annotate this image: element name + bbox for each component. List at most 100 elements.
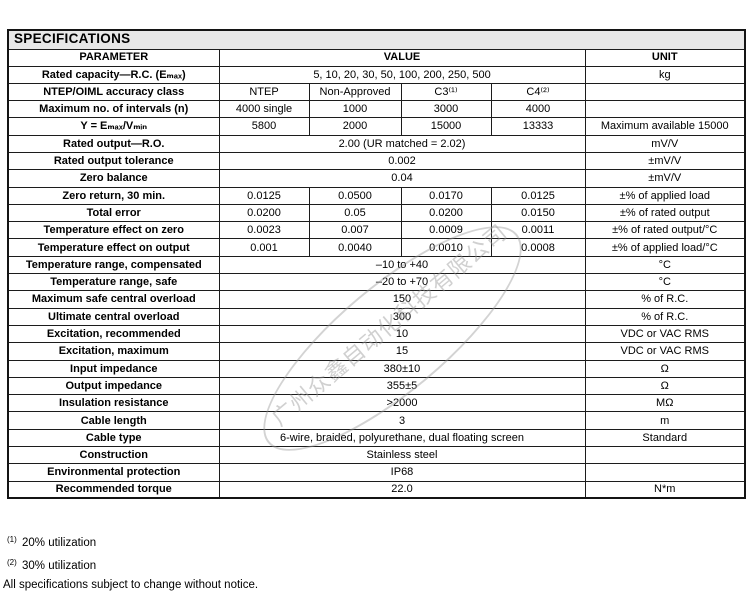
parameter-cell: Environmental protection [7,463,220,482]
unit-cell: ±% of applied load/°C [584,238,746,257]
table-row-input-impedance: Input impedance 380±10 Ω [7,359,746,378]
value-cell: 15000 [400,117,492,136]
footnote-2-text: 30% utilization [22,560,97,572]
unit-cell: VDC or VAC RMS [584,324,746,344]
value-cell: 380±10 [218,359,586,378]
unit-cell [584,446,746,465]
footnote-1: (1) 20% utilization [3,530,258,553]
parameter-cell: Y = Eₘₐₓ/Vₘᵢₙ [7,117,220,136]
value-cell: 0.0200 [400,203,492,223]
parameter-cell: Cable length [7,411,220,430]
value-cell: 15 [218,342,586,361]
parameter-cell: Rated capacity—R.C. (Eₘₐₓ) [7,65,220,84]
unit-cell: Ω [584,359,746,378]
parameter-cell: Zero balance [7,169,220,188]
value-cell: Stainless steel [218,446,586,465]
value-cell: 2000 [308,117,402,136]
column-header-parameter: PARAMETER [7,48,220,67]
unit-cell [584,463,746,482]
footnote-2-marker: (2) [7,558,17,567]
unit-cell: N*m [584,480,746,499]
table-row-temp-effect-output: Temperature effect on output 0.001 0.004… [7,238,746,257]
value-cell: 0.0150 [490,203,586,223]
table-row-output-impedance: Output impedance 355±5 Ω [7,376,746,396]
parameter-cell: Maximum no. of intervals (n) [7,100,220,119]
value-cell: 0.0023 [218,221,310,240]
table-row-output-tolerance: Rated output tolerance 0.002 ±mV/V [7,151,746,171]
parameter-cell: Insulation resistance [7,394,220,413]
footnote-2: (2) 30% utilization [3,553,258,576]
table-row-recommended-torque: Recommended torque 22.0 N*m [7,480,746,499]
table-row-accuracy-class: NTEP/OIML accuracy class NTEP Non-Approv… [7,82,746,102]
table-row-total-error: Total error 0.0200 0.05 0.0200 0.0150 ±%… [7,203,746,223]
value-cell: –20 to +70 [218,273,586,292]
table-header-row: PARAMETER VALUE UNIT [7,48,746,67]
table-row-rated-capacity: Rated capacity—R.C. (Eₘₐₓ) 5, 10, 20, 30… [7,65,746,84]
parameter-cell: Excitation, recommended [7,324,220,344]
value-cell: 150 [218,290,586,309]
unit-cell: ±mV/V [584,151,746,171]
value-cell: Non-Approved [308,82,402,102]
value-cell: 3000 [400,100,492,119]
table-row-construction: Construction Stainless steel [7,446,746,465]
unit-cell: % of R.C. [584,290,746,309]
unit-cell: ±mV/V [584,169,746,188]
value-cell: 0.0040 [308,238,402,257]
value-cell: 0.0125 [218,186,310,205]
unit-cell: °C [584,255,746,275]
parameter-cell: Zero return, 30 min. [7,186,220,205]
value-cell: C4⁽²⁾ [490,82,586,102]
parameter-cell: Temperature effect on zero [7,221,220,240]
parameter-cell: Construction [7,446,220,465]
table-row-cable-length: Cable length 3 m [7,411,746,430]
unit-cell: °C [584,273,746,292]
table-row-temp-range-compensated: Temperature range, compensated –10 to +4… [7,255,746,275]
table-title: SPECIFICATIONS [7,29,746,50]
table-row-max-intervals: Maximum no. of intervals (n) 4000 single… [7,100,746,119]
footnote-1-text: 20% utilization [22,537,97,549]
value-cell: 0.002 [218,151,586,171]
unit-cell: Maximum available 15000 [584,117,746,136]
value-cell: NTEP [218,82,310,102]
table-row-ultimate-overload: Ultimate central overload 300 % of R.C. [7,307,746,326]
value-cell: 2.00 (UR matched = 2.02) [218,134,586,153]
value-cell: >2000 [218,394,586,413]
value-cell: 355±5 [218,376,586,396]
value-cell: 22.0 [218,480,586,499]
value-cell: 6-wire, braided, polyurethane, dual floa… [218,428,586,448]
table-row-temp-effect-zero: Temperature effect on zero 0.0023 0.007 … [7,221,746,240]
value-cell: 0.0009 [400,221,492,240]
unit-cell: Standard [584,428,746,448]
table-row-y-ratio: Y = Eₘₐₓ/Vₘᵢₙ 5800 2000 15000 13333 Maxi… [7,117,746,136]
value-cell: 0.007 [308,221,402,240]
table-row-insulation-resistance: Insulation resistance >2000 MΩ [7,394,746,413]
parameter-cell: Excitation, maximum [7,342,220,361]
parameter-cell: Input impedance [7,359,220,378]
parameter-cell: Temperature effect on output [7,238,220,257]
table-row-excitation-recommended: Excitation, recommended 10 VDC or VAC RM… [7,324,746,344]
unit-cell: ±% of rated output/°C [584,221,746,240]
parameter-cell: Recommended torque [7,480,220,499]
value-cell: 1000 [308,100,402,119]
table-row-temp-range-safe: Temperature range, safe –20 to +70 °C [7,273,746,292]
unit-cell: ±% of rated output [584,203,746,223]
parameter-cell: Rated output tolerance [7,151,220,171]
value-cell: 4000 [490,100,586,119]
unit-cell [584,100,746,119]
table-row-rated-output: Rated output—R.O. 2.00 (UR matched = 2.0… [7,134,746,153]
parameter-cell: Cable type [7,428,220,448]
parameter-cell: Temperature range, compensated [7,255,220,275]
value-cell: 5, 10, 20, 30, 50, 100, 200, 250, 500 [218,65,586,84]
unit-cell: Ω [584,376,746,396]
table-row-max-safe-overload: Maximum safe central overload 150 % of R… [7,290,746,309]
unit-cell: VDC or VAC RMS [584,342,746,361]
value-cell: C3⁽¹⁾ [400,82,492,102]
value-cell: 0.05 [308,203,402,223]
table-row-excitation-maximum: Excitation, maximum 15 VDC or VAC RMS [7,342,746,361]
value-cell: 0.0500 [308,186,402,205]
unit-cell: % of R.C. [584,307,746,326]
unit-cell: kg [584,65,746,84]
table-row-zero-return: Zero return, 30 min. 0.0125 0.0500 0.017… [7,186,746,205]
specifications-table: SPECIFICATIONS PARAMETER VALUE UNIT Rate… [7,29,746,500]
